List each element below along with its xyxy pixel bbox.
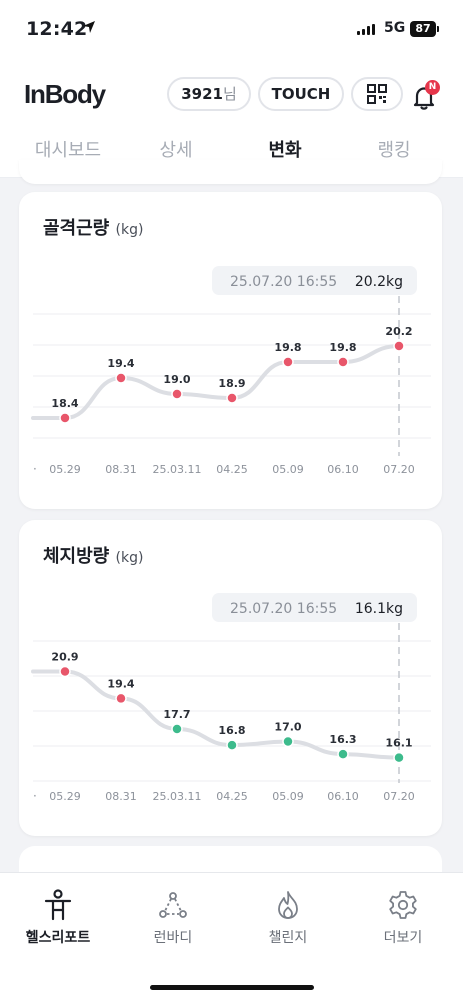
data-label: 17.0 — [274, 721, 301, 734]
data-point[interactable] — [171, 723, 183, 735]
data-label: 19.8 — [274, 341, 301, 354]
x-tick-label: 05.29 — [49, 463, 81, 476]
x-tick-label: 04.25 — [216, 790, 248, 803]
data-label: 19.0 — [163, 373, 190, 386]
battery-icon: 87 — [410, 21, 436, 37]
card-title-unit: (kg) — [115, 550, 144, 566]
app-header: InBody 3921님 TOUCH N — [0, 60, 463, 130]
x-tick-label: 25.03.11 — [153, 463, 202, 476]
x-tick-label: 06.10 — [327, 463, 359, 476]
data-point[interactable] — [59, 412, 71, 424]
touch-button[interactable]: TOUCH — [258, 77, 344, 111]
data-label: 18.9 — [218, 377, 245, 390]
x-tick-label: 07.20 — [383, 790, 415, 803]
user-id: 3921 — [181, 85, 223, 103]
card-title: 체지방량 (kg) — [43, 542, 143, 568]
gear-icon — [389, 891, 417, 919]
data-point[interactable] — [393, 340, 405, 352]
runbody-icon — [159, 892, 187, 918]
data-point[interactable] — [115, 692, 127, 705]
network-type: 5G — [384, 20, 406, 36]
data-label: 19.4 — [107, 677, 134, 690]
previous-card-edge — [19, 160, 442, 184]
qr-button[interactable] — [351, 77, 403, 111]
nav-health-report[interactable]: 헬스리포트 — [8, 889, 108, 947]
signal-icon — [357, 24, 375, 35]
tab-detail[interactable]: 상세 — [159, 140, 193, 161]
body-fat-chart[interactable]: 20.9 19.4 17.7 16.8 17.0 16.3 16.1 · 05.29 08.31 2… — [19, 520, 442, 836]
tab-dashboard[interactable]: 대시보드 — [34, 140, 102, 161]
tooltip-value: 20.2kg — [355, 274, 403, 290]
data-label: 19.4 — [107, 357, 134, 370]
value-tooltip — [212, 593, 417, 622]
notification-badge: N — [425, 80, 440, 95]
data-point[interactable] — [226, 392, 238, 404]
x-tick-label: 06.10 — [327, 790, 359, 803]
x-tick-label: 05.09 — [272, 790, 304, 803]
axis-tick-mark: · — [33, 789, 37, 803]
card-title-text: 체지방량 — [43, 546, 110, 567]
data-label: 20.9 — [51, 651, 78, 664]
data-point[interactable] — [115, 372, 127, 384]
skeletal-muscle-card[interactable]: 골격근량 (kg) 18.4 19.4 19.0 18.9 19.8 19.8 20.2 · 0… — [19, 192, 442, 509]
bottom-navigation: 헬스리포트 런바디 챌린지 더보기 — [0, 872, 463, 1000]
data-point[interactable] — [393, 751, 405, 764]
nav-label: 헬스리포트 — [25, 930, 91, 946]
inbody-logo: InBody — [24, 79, 106, 109]
qr-code-icon — [367, 84, 387, 104]
user-suffix: 님 — [222, 85, 237, 103]
flame-icon — [278, 891, 298, 919]
nav-label: 더보기 — [383, 930, 423, 946]
tab-ranking[interactable]: 랭킹 — [377, 140, 411, 161]
nav-label: 런바디 — [153, 930, 193, 946]
axis-tick-mark: · — [33, 462, 37, 476]
data-label: 20.2 — [385, 325, 412, 338]
data-point[interactable] — [282, 356, 294, 368]
tooltip-date: 25.07.20 16:55 — [230, 274, 337, 290]
x-tick-label: 25.03.11 — [153, 790, 202, 803]
status-time: 12:42 — [26, 18, 88, 40]
data-point[interactable] — [337, 356, 349, 368]
data-point[interactable] — [337, 748, 349, 760]
data-label: 18.4 — [51, 397, 78, 410]
x-tick-label: 05.09 — [272, 463, 304, 476]
body-fat-card[interactable]: 체지방량 (kg) 20.9 19.4 17.7 16.8 17.0 16.3 16.1 · 0… — [19, 520, 442, 836]
nav-label: 챌린지 — [268, 930, 308, 946]
data-label: 16.1 — [385, 737, 412, 750]
data-point[interactable] — [226, 739, 238, 751]
data-label: 16.8 — [218, 724, 245, 737]
value-tooltip — [212, 266, 417, 295]
bell-icon — [413, 87, 435, 110]
data-point[interactable] — [171, 388, 183, 400]
x-tick-label: 04.25 — [216, 463, 248, 476]
data-label: 17.7 — [163, 708, 190, 721]
status-bar: 12:42 5G 87 — [0, 0, 463, 60]
nav-more[interactable]: 더보기 — [353, 889, 453, 947]
tab-change[interactable]: 변화 — [268, 140, 302, 161]
nav-runbody[interactable]: 런바디 — [123, 889, 223, 947]
battery-tip — [437, 26, 439, 32]
data-point[interactable] — [282, 735, 294, 748]
x-tick-label: 07.20 — [383, 463, 415, 476]
notification-button[interactable]: N — [411, 80, 443, 112]
data-label: 19.8 — [329, 341, 356, 354]
location-arrow-icon — [83, 21, 95, 33]
card-title-unit: (kg) — [115, 222, 144, 238]
body-report-icon — [44, 889, 72, 921]
skeletal-muscle-chart[interactable]: 18.4 19.4 19.0 18.9 19.8 19.8 20.2 · 05.29 08.31 2… — [19, 192, 442, 509]
x-tick-label: 05.29 — [49, 790, 81, 803]
card-title: 골격근량 (kg) — [43, 214, 143, 240]
data-label: 16.3 — [329, 733, 356, 746]
data-point[interactable] — [59, 665, 71, 678]
x-tick-label: 08.31 — [105, 790, 137, 803]
x-tick-label: 08.31 — [105, 463, 137, 476]
home-indicator — [150, 985, 314, 990]
card-title-text: 골격근량 — [43, 218, 110, 239]
nav-challenge[interactable]: 챌린지 — [238, 889, 338, 947]
user-id-button[interactable]: 3921님 — [167, 77, 251, 111]
tooltip-date: 25.07.20 16:55 — [230, 601, 337, 617]
tooltip-value: 16.1kg — [355, 601, 403, 617]
